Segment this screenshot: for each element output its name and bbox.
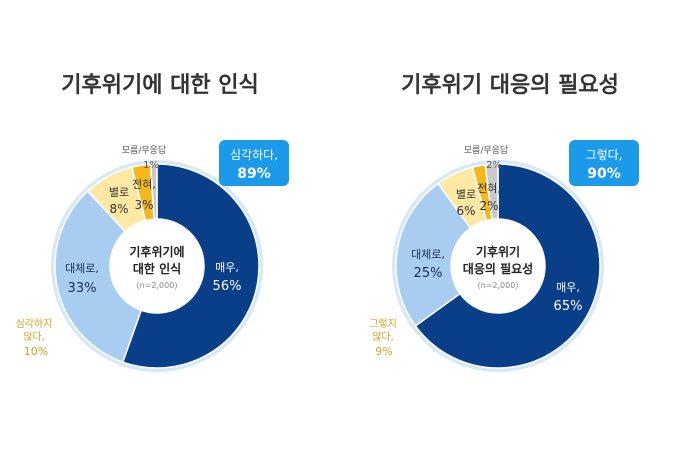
- donut-slice-mostly-left: [54, 190, 143, 364]
- summary-box-right-bg: [569, 140, 639, 186]
- summary-negative-line2-right: 않다,: [372, 331, 394, 343]
- summary-negative-value-left: 10%: [24, 345, 48, 358]
- slice-labels-right: 매우, 65% 대체로, 25% 별로 6% 전혀, 2% 모름/무응답 2%: [411, 144, 582, 314]
- center-line1-right: 기후위기: [476, 244, 520, 259]
- slice-value-very-left: 56%: [213, 279, 242, 294]
- slice-labels-left: 매우, 56% 대체로, 33% 별로 8% 전혀, 3% 모름/무응답 1%: [65, 144, 241, 296]
- donut-hole-left: [110, 219, 204, 313]
- donut-hole-right: [451, 219, 545, 313]
- summary-negative-line1-right: 그렇지: [369, 317, 397, 330]
- slice-value-mostly-right: 25%: [414, 266, 443, 281]
- chart-left: 기후위기에 대한 인식 심각하다, 89% 심각하지 않다, 10% 매우, 5…: [16, 73, 289, 372]
- slice-label-never-right: 전혀,: [477, 182, 501, 195]
- center-line2-right: 대응의 필요성: [463, 261, 533, 276]
- summary-positive-label-left: 심각하다,: [230, 148, 278, 162]
- center-note-left: (n=2,000): [137, 281, 178, 290]
- center-label-right: 기후위기 대응의 필요성 (n=2,000): [463, 244, 533, 290]
- chart-title-right: 기후위기 대응의 필요성: [401, 73, 619, 98]
- slice-value-dk-right: 2%: [486, 160, 502, 171]
- donut-right: [392, 160, 604, 372]
- slice-value-never-left: 3%: [134, 198, 153, 212]
- summary-negative-right: 그렇지 않다, 9%: [369, 317, 397, 358]
- chart-title-left: 기후위기에 대한 인식: [61, 73, 258, 98]
- summary-box-left-bg: [219, 140, 289, 186]
- summary-negative-line1-left: 심각하지: [16, 317, 53, 330]
- slice-value-notreally-left: 8%: [109, 202, 128, 216]
- summary-negative-line2-left: 않다,: [23, 331, 45, 343]
- slice-value-very-right: 65%: [554, 299, 583, 314]
- summary-negative-left: 심각하지 않다, 10%: [16, 317, 53, 358]
- slice-label-dk-right: 모름/무응답: [464, 144, 508, 156]
- donut-left: [51, 160, 263, 372]
- summary-box-left: 심각하다, 89%: [219, 140, 289, 186]
- slice-value-dk-left: 1%: [143, 160, 159, 171]
- slice-label-mostly-right: 대체로,: [411, 248, 445, 261]
- summary-negative-value-right: 9%: [375, 345, 392, 358]
- summary-positive-label-right: 그렇다,: [586, 147, 623, 162]
- center-line1-left: 기후위기에: [129, 244, 184, 259]
- center-line2-left: 대한 인식: [133, 261, 181, 276]
- slice-label-very-left: 매우,: [215, 261, 239, 274]
- chart-right: 기후위기 대응의 필요성 그렇다, 90% 그렇지 않다, 9% 매우, 65%…: [369, 73, 639, 372]
- slice-label-never-left: 전혀,: [132, 178, 156, 191]
- summary-positive-value-left: 89%: [237, 166, 271, 182]
- slice-label-notreally-right: 별로: [456, 188, 476, 201]
- slice-label-very-right: 매우,: [556, 281, 580, 294]
- center-note-right: (n=2,000): [478, 281, 519, 290]
- slice-value-notreally-right: 6%: [456, 204, 475, 218]
- slice-value-never-right: 2%: [479, 199, 498, 213]
- slice-label-notreally-left: 별로: [109, 186, 129, 199]
- summary-positive-value-right: 90%: [587, 166, 621, 182]
- slice-value-mostly-left: 33%: [68, 281, 97, 296]
- summary-box-right: 그렇다, 90%: [569, 140, 639, 186]
- slice-label-mostly-left: 대체로,: [65, 262, 99, 275]
- slice-label-dk-left: 모름/무응답: [122, 144, 166, 156]
- center-label-left: 기후위기에 대한 인식 (n=2,000): [129, 244, 184, 290]
